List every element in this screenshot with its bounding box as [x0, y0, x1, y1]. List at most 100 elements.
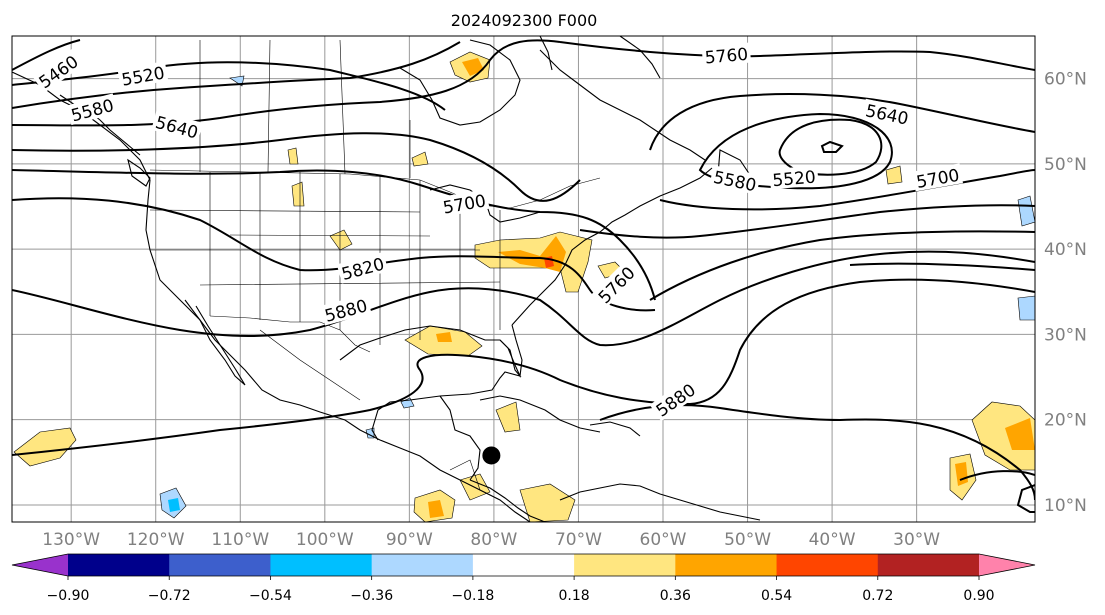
patch-gulf-core	[436, 332, 452, 342]
patch-central-america-core	[428, 500, 444, 518]
contour-5880	[12, 250, 1035, 347]
contour-label-bg	[336, 251, 389, 284]
lat-tick-label: 30°N	[1044, 325, 1087, 345]
patch-blue-atlantic-a	[1017, 195, 1035, 227]
contour-label-group: 5520	[769, 165, 819, 191]
contour-5700-east	[659, 169, 1035, 211]
patch-ontario	[411, 151, 429, 167]
colorbar-tick-label: −0.54	[249, 588, 292, 604]
colorbar-segment	[776, 554, 879, 576]
lat-tick-label: 60°N	[1044, 70, 1087, 90]
longitude-tick-labels: 130°W 120°W 110°W 100°W 90°W 80°W 70°W 60°W 50°W…	[42, 530, 940, 550]
contour-5880-ne	[849, 262, 1035, 271]
patch-atlantic-south-core	[955, 462, 968, 486]
contour-label-bg	[151, 110, 203, 143]
patch-east-pacific	[13, 427, 77, 467]
coast-labrador	[539, 49, 706, 161]
coast-yucatan	[439, 395, 481, 481]
contour-5580	[12, 41, 461, 109]
contour-label-bg	[769, 165, 819, 190]
colorbar-segment	[472, 554, 575, 576]
contour-label-bg	[66, 93, 118, 126]
contour-5760-east	[559, 41, 1035, 71]
coast-hudson-bay	[399, 39, 521, 126]
contour-5760	[12, 169, 656, 301]
coast-cuba	[479, 395, 601, 433]
contour-5940-se	[959, 470, 1035, 481]
contour-5460-east	[820, 140, 844, 153]
latitude-tick-labels: 10°N 20°N 30°N 40°N 50°N 60°N	[1044, 70, 1087, 516]
colorbar-segment	[270, 554, 373, 576]
location-marker	[482, 446, 501, 465]
shaded-patches	[13, 51, 1035, 522]
patch-blue-pacific-core	[168, 498, 180, 512]
coast-florida	[499, 324, 523, 378]
contour-5640-east	[649, 93, 1035, 151]
contour-label-bg	[117, 61, 169, 90]
map-frame	[11, 35, 1036, 523]
patch-ne-atlantic	[885, 165, 903, 185]
colorbar-tick-label: 0.54	[761, 588, 792, 604]
chart-title: 2024092300 F000	[451, 11, 598, 30]
lon-tick-label: 100°W	[296, 530, 354, 550]
coast-hispaniola	[589, 421, 641, 437]
coast-south-america	[559, 483, 761, 521]
contour-label-bg	[912, 163, 963, 192]
contour-label: 5520	[772, 168, 817, 192]
contour-label-group: 5700	[438, 188, 490, 219]
patch-far-east-atlantic-core	[1005, 418, 1035, 450]
coast-baja	[184, 299, 246, 386]
colorbar-extend-low	[12, 554, 68, 576]
colorbar-tick-label: 0.36	[660, 588, 691, 604]
contour-5820	[12, 197, 656, 312]
contour-5940-se-b	[1016, 484, 1035, 513]
coast-central-america	[469, 479, 546, 522]
patch-montana	[287, 147, 299, 165]
patch-caribbean-south	[519, 483, 576, 522]
lat-tick-label: 10°N	[1044, 496, 1087, 516]
contour-label-group: 5760	[701, 42, 752, 69]
border-central-america	[449, 459, 501, 501]
border-mexico-states	[259, 329, 361, 401]
lon-tick-label: 90°W	[386, 530, 433, 550]
colorbar-segment	[574, 554, 676, 576]
lon-tick-label: 110°W	[211, 530, 269, 550]
contour-5580-east	[698, 112, 893, 190]
lon-tick-label: 130°W	[42, 530, 100, 550]
coast-pacific-north-america	[12, 71, 531, 522]
border-states-rows	[149, 209, 501, 286]
colorbar-segment	[877, 554, 980, 576]
lon-tick-label: 60°W	[640, 530, 687, 550]
lon-tick-label: 30°W	[893, 530, 940, 550]
contour-5640-west	[12, 39, 561, 127]
contour-5820-east	[649, 230, 1035, 301]
contour-label-bg	[861, 98, 913, 129]
lat-tick-label: 50°N	[1044, 155, 1087, 175]
colorbar-tick-label: 0.72	[862, 588, 893, 604]
contour-5880-south	[12, 278, 1035, 456]
colorbar-tick-labels: −0.90 −0.72 −0.54 −0.36 −0.18 0.18 0.36 0.54 0.7…	[47, 576, 995, 604]
patch-blue-atlantic-b	[1017, 295, 1035, 321]
contour-label: 5760	[704, 45, 749, 69]
patch-hudson-core	[462, 58, 484, 76]
contour-label-bg	[319, 293, 372, 326]
colorbar-segment	[169, 554, 271, 576]
lon-tick-label: 80°W	[470, 530, 517, 550]
colorbar-tick-label: −0.72	[148, 588, 191, 604]
border-us-mexico	[209, 315, 371, 353]
colorbar	[11, 553, 1036, 577]
lat-tick-label: 20°N	[1044, 411, 1087, 431]
contour-5520-east	[778, 118, 883, 176]
contour-label-group: 5580	[66, 93, 118, 126]
colorbar-tick-label: 0.18	[559, 588, 590, 604]
contour-label-bg	[701, 42, 752, 67]
contour-label-bg	[709, 165, 761, 195]
political-borders	[149, 39, 601, 501]
contour-label-bg	[32, 49, 84, 93]
colorbar-segment	[675, 554, 778, 576]
colorbar-tick-label: 0.90	[963, 588, 994, 604]
contour-5700	[12, 132, 581, 202]
patch-far-east-atlantic	[971, 401, 1035, 471]
patch-cuba	[495, 401, 521, 433]
colorbar-segment	[371, 554, 474, 576]
